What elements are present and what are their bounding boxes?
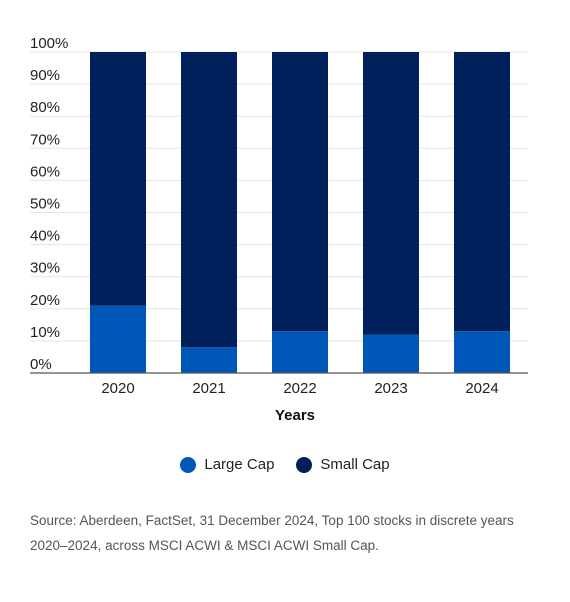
bar-small-cap-2023: [363, 52, 419, 335]
y-tick-label: 60%: [30, 163, 60, 180]
legend-item-small-cap: Small Cap: [296, 456, 390, 473]
legend-swatch-large-cap: [180, 456, 197, 473]
y-tick-label: 50%: [30, 196, 60, 213]
bar-large-cap-2021: [181, 347, 237, 373]
y-tick-label: 80%: [30, 99, 60, 116]
x-tick-label: 2020: [101, 380, 134, 397]
source-note: Source: Aberdeen, FactSet, 31 December 2…: [30, 513, 514, 553]
legend: Large Cap Small Cap: [0, 456, 570, 473]
y-tick-label: 0%: [30, 356, 52, 373]
legend-swatch-small-cap: [296, 456, 313, 473]
bar-large-cap-2020: [90, 305, 146, 373]
bar-large-cap-2022: [272, 331, 328, 373]
bar-small-cap-2024: [454, 52, 510, 332]
y-tick-label: 70%: [30, 131, 60, 148]
stacked-bar-chart: 0% 10% 20% 30% 40% 50% 60% 70% 80% 90% 100% 2020 202…: [30, 35, 528, 424]
bar-large-cap-2023: [363, 334, 419, 373]
legend-label-small-cap: Small Cap: [320, 456, 390, 473]
x-axis-title: Years: [275, 407, 315, 424]
y-tick-label: 10%: [30, 324, 60, 341]
y-tick-label: 30%: [30, 260, 60, 277]
bar-large-cap-2024: [454, 331, 510, 373]
y-tick-label: 100%: [30, 35, 68, 52]
x-tick-label: 2021: [192, 380, 225, 397]
bar-small-cap-2020: [90, 52, 146, 306]
y-tick-label: 20%: [30, 292, 60, 309]
y-tick-label: 90%: [30, 67, 60, 84]
legend-item-large-cap: Large Cap: [180, 456, 274, 473]
x-tick-label: 2022: [283, 380, 316, 397]
bar-small-cap-2022: [272, 52, 328, 332]
x-tick-label: 2024: [465, 380, 498, 397]
legend-label-large-cap: Large Cap: [204, 456, 275, 473]
chart-area: 0% 10% 20% 30% 40% 50% 60% 70% 80% 90% 100% 2020 202…: [30, 35, 528, 424]
x-tick-label: 2023: [374, 380, 407, 397]
y-tick-label: 40%: [30, 228, 60, 245]
bar-small-cap-2021: [181, 52, 237, 348]
